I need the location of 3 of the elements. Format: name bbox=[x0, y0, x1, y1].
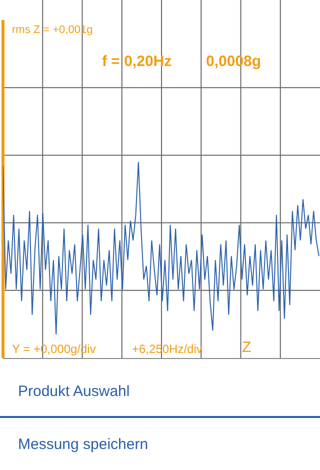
text: Produkt Auswahl bbox=[18, 383, 130, 400]
text: Messung speichern bbox=[18, 436, 148, 453]
annotation: Z bbox=[242, 339, 252, 356]
